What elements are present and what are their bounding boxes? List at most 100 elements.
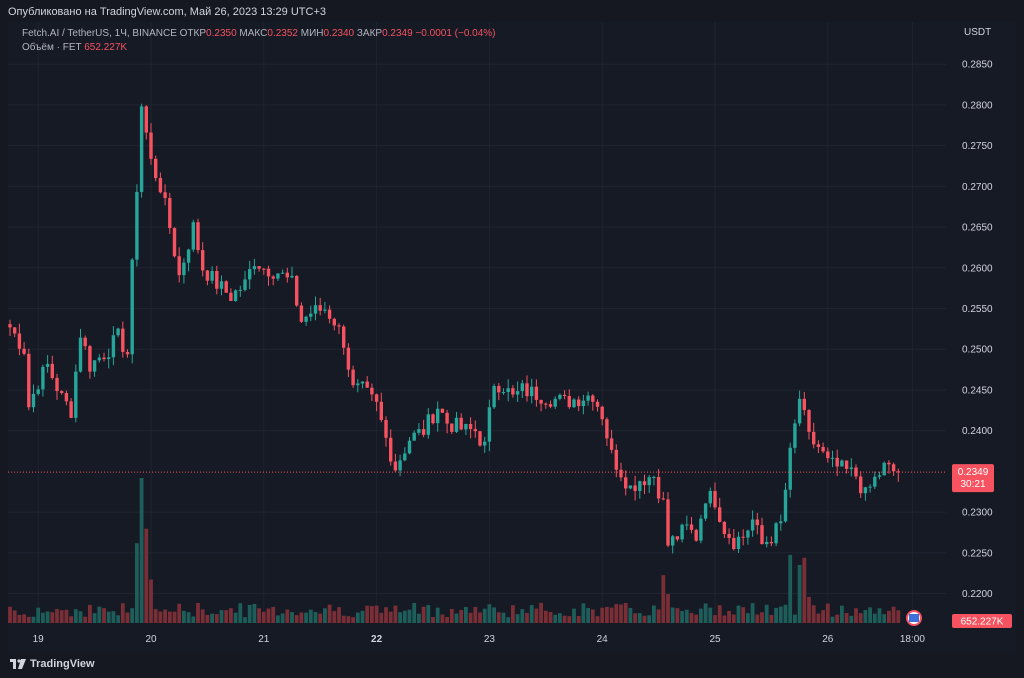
candle-body[interactable] [158, 178, 163, 193]
candle-body[interactable] [248, 269, 252, 280]
candle-body[interactable] [863, 487, 868, 494]
candle-body[interactable] [835, 457, 839, 467]
candle-body[interactable] [370, 387, 374, 395]
candle-body[interactable] [854, 467, 858, 477]
candle-body[interactable] [605, 419, 609, 439]
candle-body[interactable] [219, 281, 224, 289]
candle-body[interactable] [17, 333, 22, 349]
candle-body[interactable] [299, 305, 304, 322]
candle-body[interactable] [337, 325, 341, 327]
candle-body[interactable] [304, 316, 308, 322]
candle-body[interactable] [196, 222, 200, 251]
candle-body[interactable] [797, 398, 802, 424]
candle-body[interactable] [168, 198, 172, 229]
candle-body[interactable] [821, 446, 825, 452]
candle-body[interactable] [694, 529, 698, 541]
candle-body[interactable] [116, 328, 120, 336]
candle-body[interactable] [22, 348, 26, 354]
candle-body[interactable] [360, 381, 365, 384]
candle-body[interactable] [755, 519, 759, 526]
candle-body[interactable] [896, 471, 900, 473]
candle-body[interactable] [750, 519, 755, 531]
candle-body[interactable] [271, 276, 275, 279]
candle-body[interactable] [586, 395, 590, 401]
candle-body[interactable] [483, 441, 487, 446]
candle-body[interactable] [628, 485, 633, 489]
candle-body[interactable] [581, 400, 586, 407]
candle-body[interactable] [365, 381, 369, 388]
candle-body[interactable] [295, 275, 299, 306]
candle-body[interactable] [233, 290, 238, 302]
candle-body[interactable] [506, 388, 510, 393]
candle-body[interactable] [266, 268, 271, 277]
candle-body[interactable] [591, 395, 595, 402]
candle-body[interactable] [210, 271, 214, 281]
candle-body[interactable] [473, 429, 477, 432]
candle-body[interactable] [741, 536, 745, 538]
candle-body[interactable] [440, 408, 445, 413]
candle-body[interactable] [342, 326, 346, 348]
candle-body[interactable] [478, 431, 482, 446]
candle-body[interactable] [487, 407, 492, 442]
candle-body[interactable] [562, 394, 567, 396]
candle-body[interactable] [609, 438, 614, 450]
candle-body[interactable] [55, 377, 59, 392]
candle-body[interactable] [515, 391, 520, 395]
candle-body[interactable] [525, 383, 529, 397]
candle-body[interactable] [431, 414, 435, 424]
candle-body[interactable] [60, 391, 64, 394]
candle-body[interactable] [257, 266, 261, 269]
candle-body[interactable] [186, 249, 191, 263]
candle-body[interactable] [468, 423, 473, 430]
candle-body[interactable] [172, 228, 177, 257]
candle-body[interactable] [83, 337, 87, 347]
candle-body[interactable] [102, 357, 106, 360]
candle-body[interactable] [398, 460, 402, 471]
candle-body[interactable] [163, 192, 167, 199]
candle-body[interactable] [769, 541, 774, 544]
candle-body[interactable] [567, 395, 571, 408]
candle-body[interactable] [558, 394, 562, 399]
candle-body[interactable] [624, 477, 628, 489]
candle-body[interactable] [407, 440, 412, 454]
candle-body[interactable] [50, 363, 54, 378]
candle-body[interactable] [727, 533, 731, 538]
candle-body[interactable] [351, 369, 355, 386]
symbol-legend[interactable]: Fetch.AI / TetherUS, 1Ч, BINANCE ОТКР0.2… [22, 28, 496, 39]
candle-body[interactable] [689, 524, 694, 530]
candle-body[interactable] [464, 423, 468, 430]
candle-body[interactable] [614, 449, 618, 470]
candle-body[interactable] [27, 353, 31, 408]
candle-body[interactable] [421, 429, 426, 435]
candle-body[interactable] [280, 272, 285, 274]
tradingview-logo[interactable]: TradingView [10, 658, 95, 670]
candle-body[interactable] [891, 464, 896, 472]
candle-body[interactable] [680, 524, 684, 540]
candle-body[interactable] [652, 476, 656, 478]
candle-body[interactable] [713, 490, 717, 508]
candle-body[interactable] [887, 462, 891, 465]
candle-body[interactable] [252, 266, 257, 270]
candle-body[interactable] [111, 335, 116, 358]
candle-body[interactable] [389, 437, 393, 462]
chart-panel[interactable]: USDT 0.2850 0.2800 0.2750 0.2700 0.2650 0.2600… [8, 22, 1016, 654]
candle-body[interactable] [868, 486, 872, 488]
candle-body[interactable] [182, 262, 186, 276]
candle-body[interactable] [703, 503, 708, 519]
candle-body[interactable] [374, 394, 379, 402]
candle-body[interactable] [638, 481, 642, 491]
candle-body[interactable] [840, 460, 844, 467]
candle-body[interactable] [88, 346, 92, 372]
candle-body[interactable] [882, 462, 886, 476]
candle-body[interactable] [224, 281, 228, 293]
candle-body[interactable] [436, 408, 440, 424]
candle-body[interactable] [323, 309, 327, 311]
candle-body[interactable] [285, 272, 289, 278]
candle-body[interactable] [318, 305, 322, 311]
candle-body[interactable] [783, 489, 788, 522]
candle-body[interactable] [671, 536, 675, 546]
candle-body[interactable] [708, 490, 712, 504]
candle-body[interactable] [830, 457, 835, 459]
candle-body[interactable] [774, 523, 778, 544]
candle-body[interactable] [577, 399, 581, 407]
